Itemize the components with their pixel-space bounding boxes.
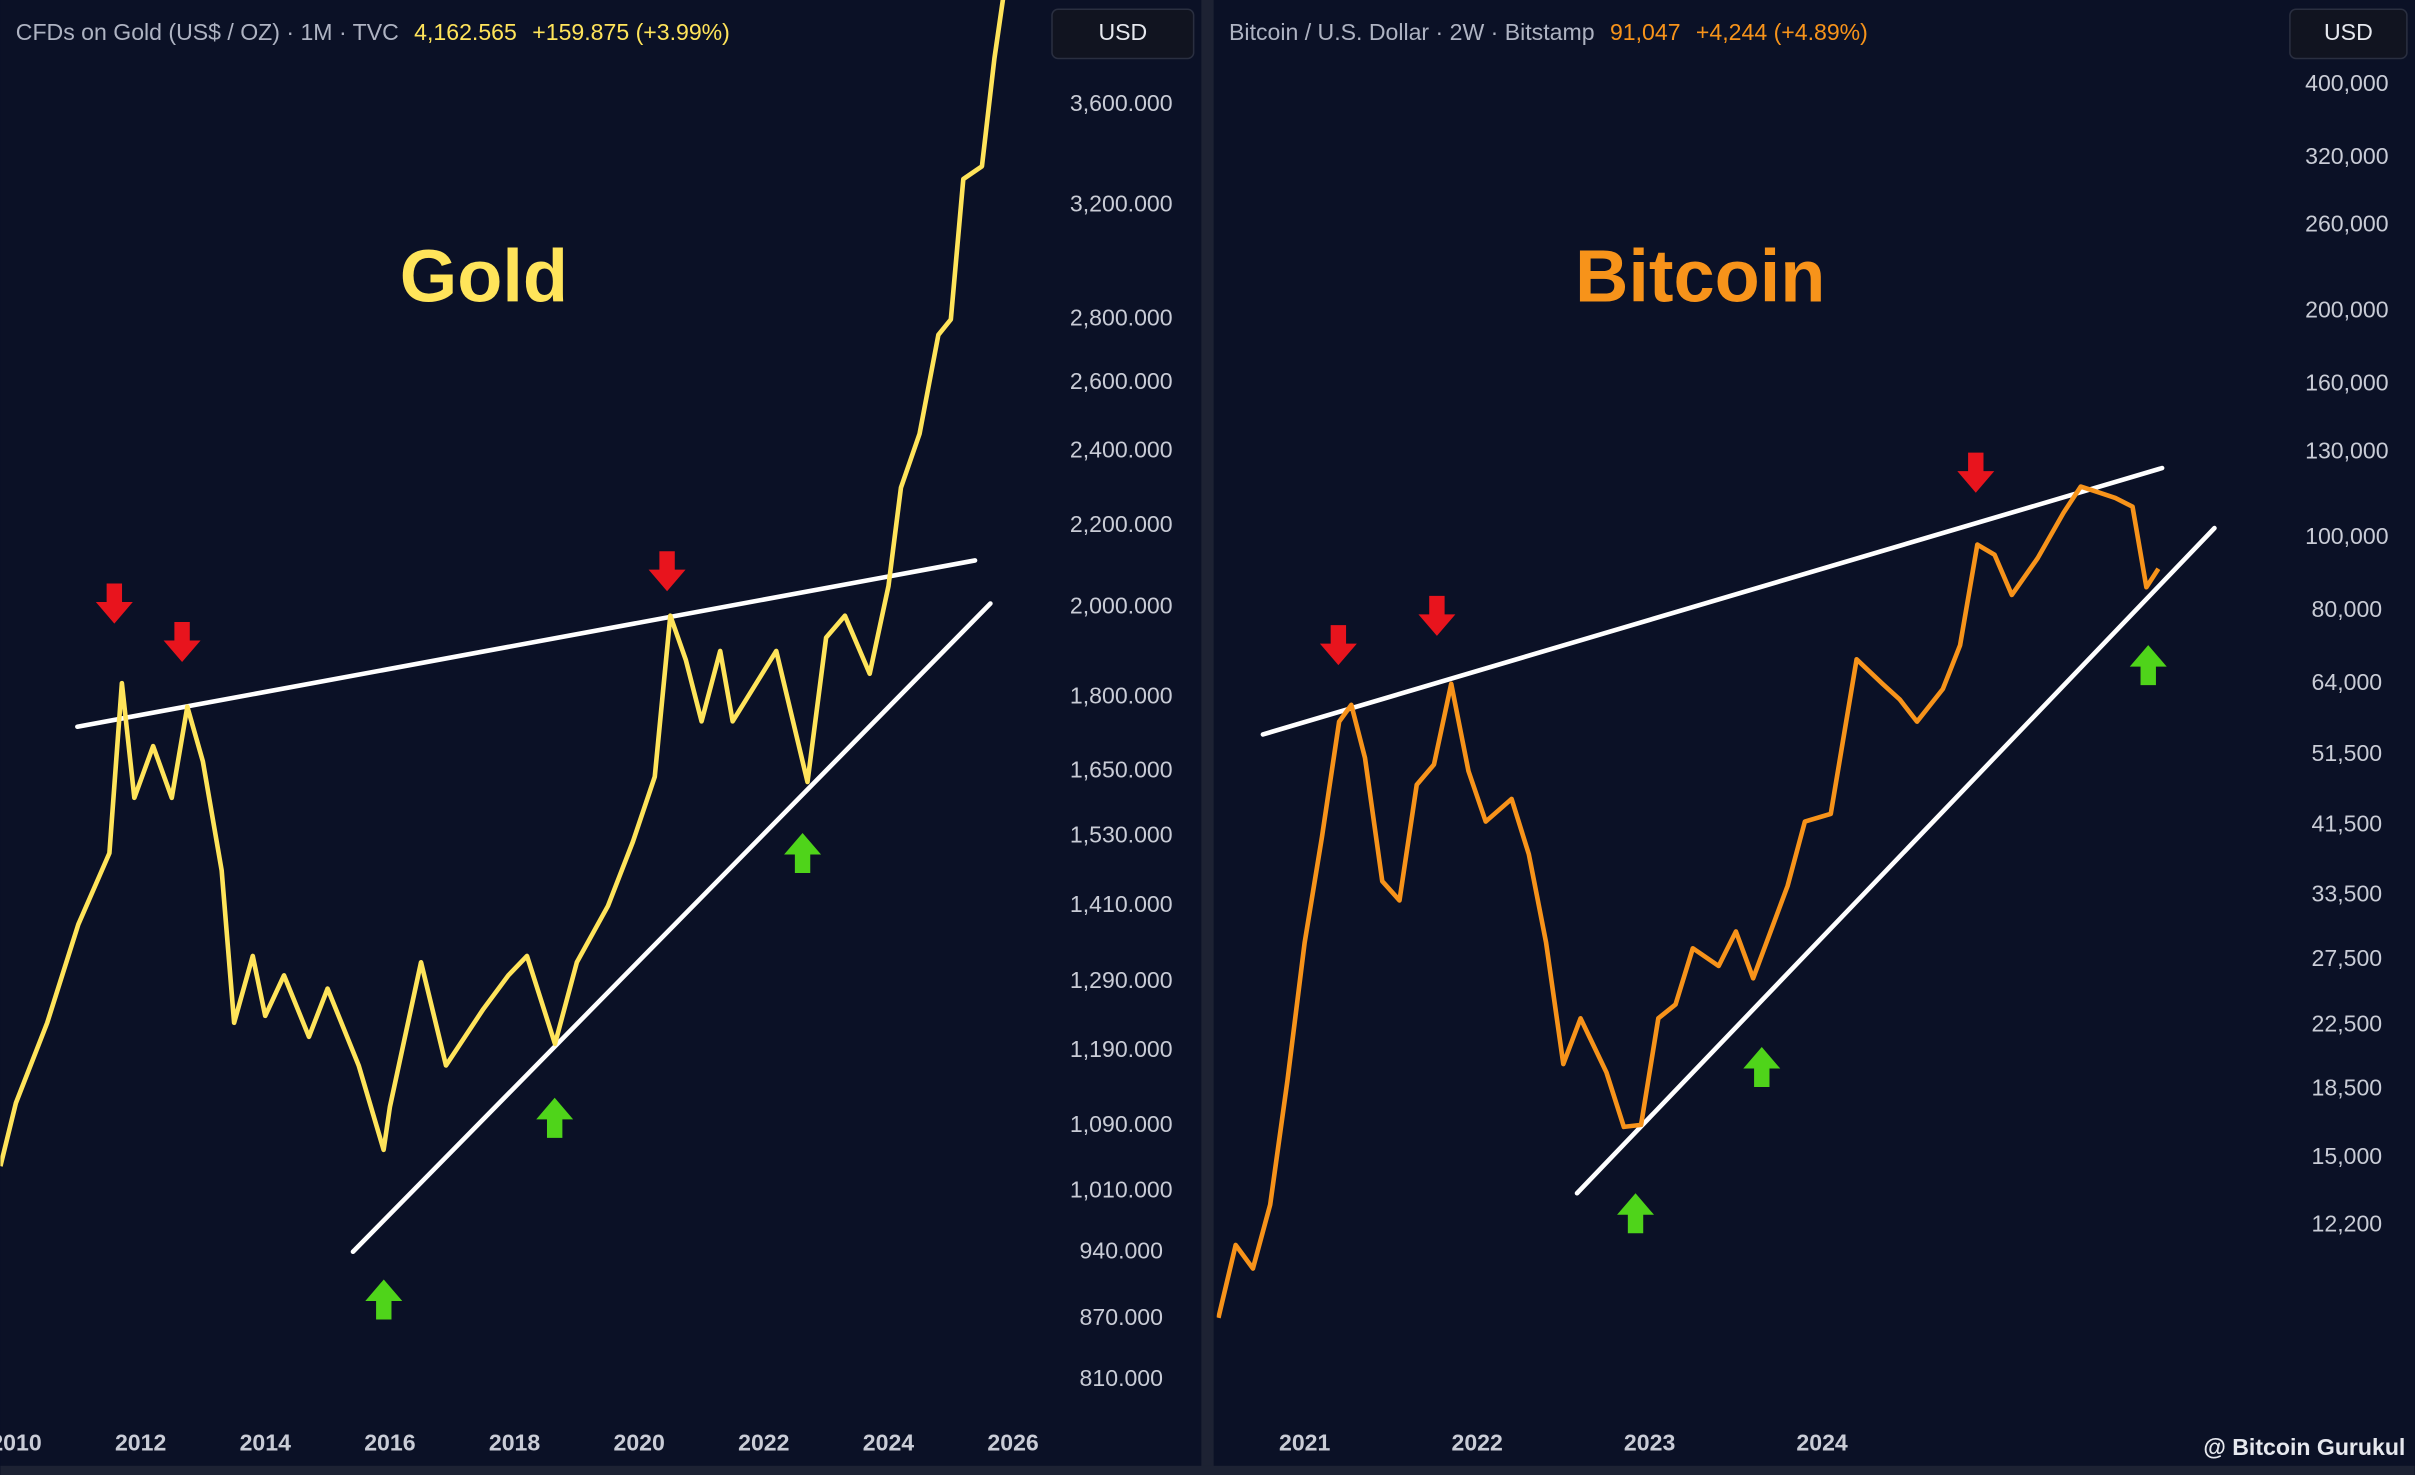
y-tick-label: 3,200.000: [1070, 190, 1173, 216]
y-tick-label: 1,190.000: [1070, 1036, 1173, 1062]
y-tick-label: 33,500: [2312, 881, 2383, 907]
y-tick-label: 15,000: [2312, 1143, 2383, 1169]
x-tick-label: 2021: [1279, 1429, 1331, 1455]
trend-lines: [75, 465, 2217, 1255]
x-tick-label: 2016: [364, 1429, 415, 1455]
price-line: [0, 0, 1006, 1167]
y-tick-label: 51,500: [2312, 740, 2383, 766]
resistance-line: [75, 558, 978, 730]
y-tick-label: 2,800.000: [1070, 305, 1173, 331]
plot-area: [0, 0, 1006, 1167]
y-tick-label: 1,010.000: [1070, 1176, 1173, 1202]
y-tick-label: 940.000: [1080, 1238, 1163, 1264]
plot-area: [1216, 484, 2161, 1319]
currency-box: [2289, 8, 2408, 60]
y-tick-label: 200,000: [2305, 296, 2388, 322]
y-tick-label: 64,000: [2312, 669, 2383, 695]
header: CFDs on Gold (US$ / OZ) · 1M · TVC 4,162.…: [16, 19, 730, 45]
y-tick-label: 100,000: [2305, 523, 2388, 549]
y-tick-label: 1,800.000: [1070, 682, 1173, 708]
y-tick-label: 320,000: [2305, 143, 2388, 169]
y-tick-label: 2,000.000: [1070, 592, 1173, 618]
y-tick-label: 810.000: [1080, 1365, 1163, 1391]
y-tick-label: 12,200: [2312, 1211, 2383, 1237]
x-tick-label: 2024: [1796, 1429, 1848, 1455]
y-tick-label: 1,090.000: [1070, 1111, 1173, 1137]
y-tick-label: 130,000: [2305, 437, 2388, 463]
y-tick-label: 80,000: [2312, 596, 2383, 622]
currency: USD: [1098, 19, 1147, 45]
y-tick-label: 41,500: [2312, 811, 2383, 837]
y-tick-label: 3,600.000: [1070, 90, 1173, 116]
x-tick-label: 2024: [863, 1429, 915, 1455]
x-tick-label: 2022: [1451, 1429, 1502, 1455]
y-tick-label: 1,530.000: [1070, 821, 1173, 847]
y-tick-label: 260,000: [2305, 211, 2388, 237]
x-tick-label: 2020: [614, 1429, 665, 1455]
y-tick-label: 2,200.000: [1070, 511, 1173, 537]
currency-box: [1051, 8, 1195, 60]
support-line: [350, 601, 993, 1255]
y-tick-label: 2,600.000: [1070, 368, 1173, 394]
watermark: @ Bitcoin Gurukul: [2203, 1434, 2405, 1460]
support-line: [1574, 525, 2217, 1196]
y-tick-label: 1,410.000: [1070, 891, 1173, 917]
y-tick-label: 1,650.000: [1070, 757, 1173, 783]
header: Bitcoin / U.S. Dollar · 2W · Bitstamp 91,…: [1229, 19, 1868, 45]
y-tick-label: 1,290.000: [1070, 967, 1173, 993]
x-tick-label: 2026: [987, 1429, 1038, 1455]
symbol: Bitcoin / U.S. Dollar · 2W · Bitstamp: [1229, 19, 1595, 45]
chart-title: Gold: [400, 234, 568, 317]
divider: [1201, 0, 1214, 1475]
y-tick-label: 870.000: [1080, 1304, 1163, 1330]
x-tick-label: 2010: [0, 1429, 42, 1455]
y-tick-label: 18,500: [2312, 1075, 2383, 1101]
x-tick-label: 2023: [1624, 1429, 1675, 1455]
price-change: +4,244 (+4.89%): [1696, 19, 1868, 45]
x-tick-label: 2022: [738, 1429, 789, 1455]
symbol: CFDs on Gold (US$ / OZ) · 1M · TVC: [16, 19, 399, 45]
last-price: 4,162.565: [414, 19, 517, 45]
currency: USD: [2324, 19, 2373, 45]
y-tick-label: 27,500: [2312, 945, 2383, 971]
x-tick-label: 2014: [240, 1429, 292, 1455]
last-price: 91,047: [1610, 19, 1681, 45]
y-tick-label: 400,000: [2305, 70, 2388, 96]
y-tick-label: 160,000: [2305, 369, 2388, 395]
x-tick-label: 2012: [115, 1429, 166, 1455]
y-tick-label: 2,400.000: [1070, 436, 1173, 462]
price-line: [1216, 484, 2161, 1319]
resistance-line: [1260, 465, 2165, 737]
bottom-bar: [0, 1465, 2415, 1475]
y-tick-label: 22,500: [2312, 1011, 2383, 1037]
x-tick-label: 2018: [489, 1429, 541, 1455]
chart-title: Bitcoin: [1575, 234, 1825, 317]
price-change: +159.875 (+3.99%): [532, 19, 730, 45]
